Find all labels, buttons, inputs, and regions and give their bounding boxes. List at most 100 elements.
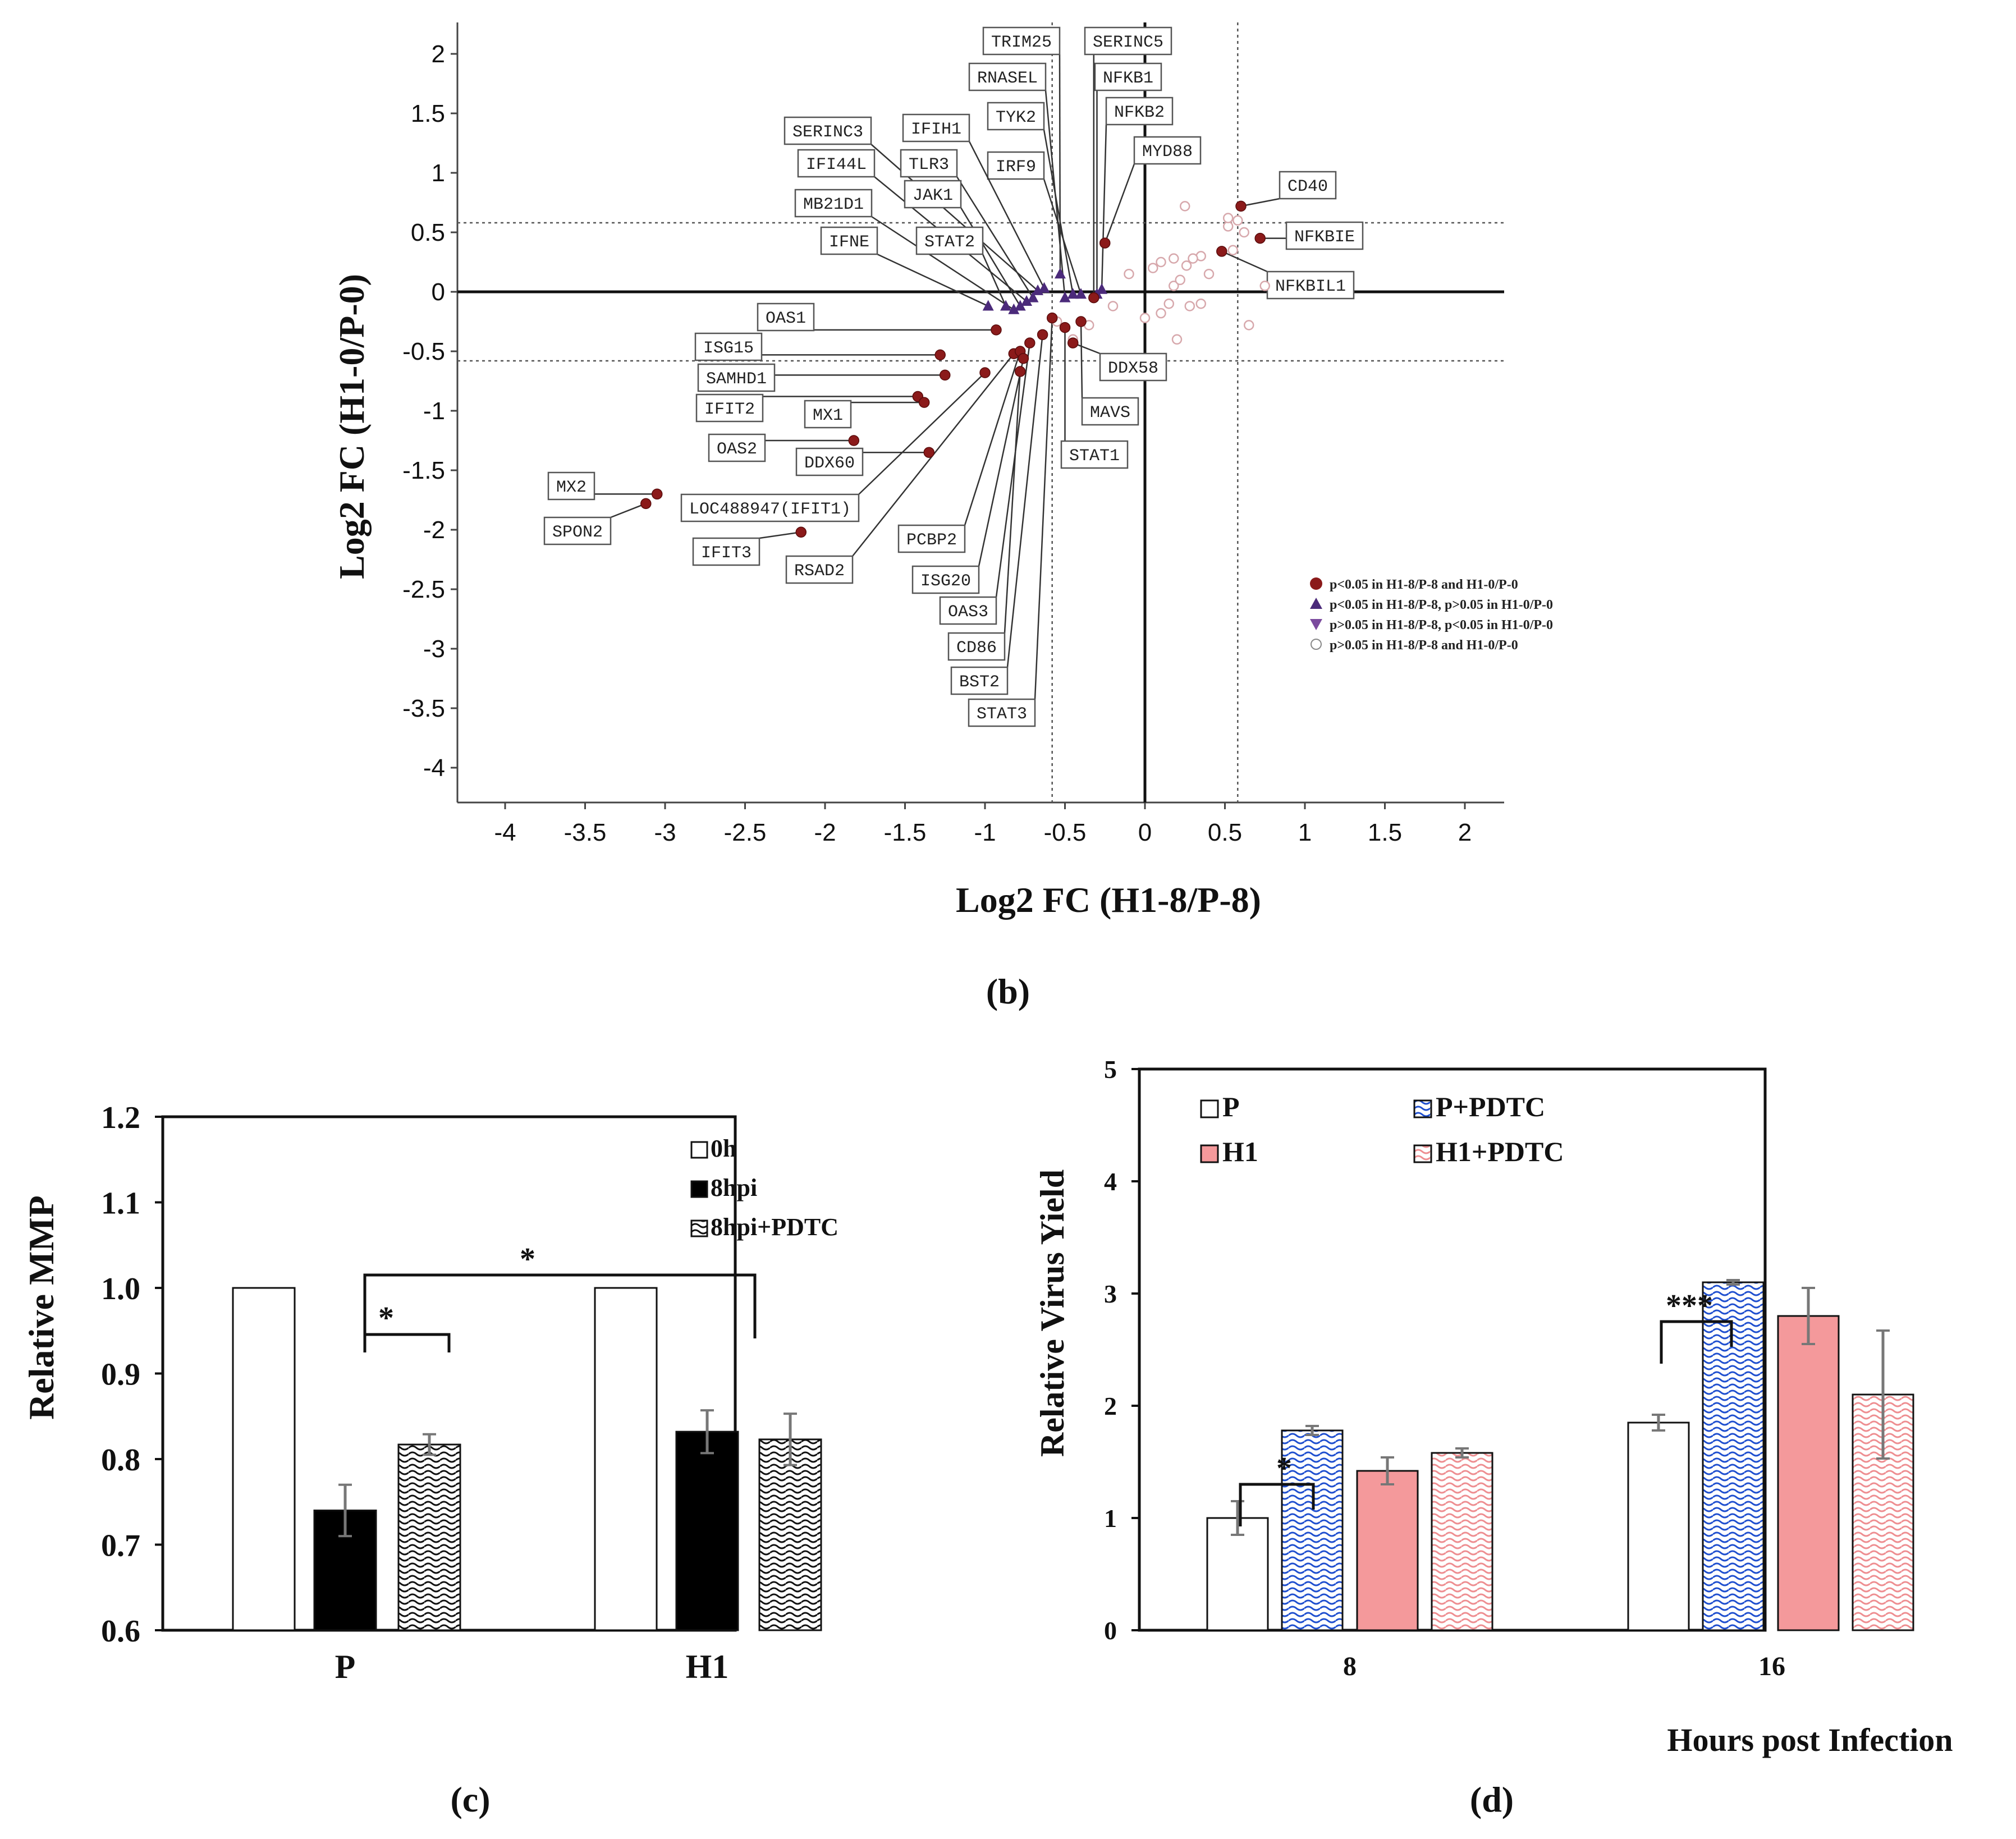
legend-label: p>0.05 in H1-8/P-8 and H1-0/P-0 — [1330, 638, 1518, 653]
gene-label: MB21D1 — [803, 195, 864, 214]
yield-legend-swatch — [1413, 1144, 1432, 1163]
yield-category-label: 8 — [1343, 1652, 1357, 1681]
background-point — [1163, 298, 1174, 309]
gene-point — [923, 447, 934, 458]
sig-bracket-p-8hpi — [363, 1333, 451, 1352]
yield-bar — [1777, 1315, 1840, 1631]
y-tick-label: 0 — [432, 278, 445, 306]
background-point — [1107, 301, 1119, 311]
background-point — [1203, 268, 1215, 279]
background-point — [1171, 334, 1183, 345]
background-point — [1259, 281, 1270, 291]
mmp-category-label: P — [335, 1648, 356, 1685]
gene-label-box — [794, 189, 873, 218]
y-tick-label: 2 — [432, 40, 445, 68]
mmp-legend-swatch — [690, 1141, 708, 1159]
gene-label-box — [950, 666, 1009, 695]
background-point — [1181, 260, 1192, 271]
volcano-scatter-panel: CD40 NFKBIE NFKBIL1 MYD88 NFKB2 NFKB1 SERINC5 T… — [332, 22, 1553, 1011]
yield-legend-swatch — [1200, 1144, 1219, 1163]
gene-label-box — [1099, 352, 1167, 382]
gene-label-box — [968, 62, 1047, 91]
x-tick-label: -3 — [654, 819, 676, 846]
y-tick-label: -2.5 — [402, 576, 445, 603]
label-leader-line — [995, 342, 1031, 598]
gene-label: ISG20 — [920, 572, 971, 591]
x-tick-label: -4 — [494, 819, 516, 846]
gene-label: OAS3 — [948, 603, 988, 622]
gene-point — [1014, 300, 1026, 311]
yield-legend-swatch — [1413, 1099, 1432, 1118]
gene-point — [1216, 246, 1227, 257]
mmp-legend-label: 8hpi — [711, 1174, 757, 1201]
legend-label: p<0.05 in H1-8/P-8 and H1-0/P-0 — [1330, 577, 1518, 592]
x-tick-label: -0.5 — [1044, 819, 1087, 846]
gene-label-box — [692, 537, 760, 566]
gene-label-box — [708, 433, 766, 462]
gene-point — [1018, 352, 1029, 364]
gene-label-box — [804, 400, 852, 429]
legend-marker — [1310, 598, 1322, 609]
x-tick-label: -2 — [814, 819, 836, 846]
label-leader-line — [1006, 334, 1043, 668]
yield-bar — [1431, 1452, 1493, 1631]
gene-point — [1096, 283, 1108, 294]
label-leader-line — [1240, 198, 1280, 207]
label-leader-line — [610, 503, 647, 519]
gene-label: TLR3 — [909, 155, 949, 175]
sig-bracket-8h — [1239, 1483, 1315, 1526]
label-leader-line — [877, 253, 989, 307]
gene-points — [640, 200, 1270, 538]
mmp-legend-swatch — [690, 1219, 708, 1237]
yield-legend-swatch — [1200, 1099, 1219, 1118]
gene-label: NFKB1 — [1103, 69, 1153, 88]
yield-y-tick-label: 0 — [1104, 1616, 1117, 1645]
mmp-y-tick-label: 0.6 — [101, 1614, 140, 1649]
y-tick-label: -2 — [423, 516, 445, 544]
caption-d: (d) — [1470, 1780, 1514, 1819]
yield-category-label: 16 — [1758, 1652, 1785, 1681]
y-tick-label: -1.5 — [402, 457, 445, 484]
gene-label-box — [1081, 397, 1139, 426]
gene-label-box — [820, 226, 878, 255]
yield-y-tick-label: 1 — [1104, 1504, 1117, 1533]
gene-point — [1054, 268, 1066, 279]
legend-label: p>0.05 in H1-8/P-8, p<0.05 in H1-0/P-0 — [1330, 618, 1553, 632]
background-point — [1169, 281, 1179, 291]
mmp-bar-panel: 1.2 1.1 1.0 0.9 0.8 0.7 0.6 P H1 * * 0h 8hpi 8hpi+PD… — [21, 1100, 839, 1819]
scatter-tick-labels: -4 -3.5 -3 -2.5 -2 -1.5 -1 -0.5 0 0.5 1 1.5 2 2 1.5 1 0.… — [402, 40, 1472, 846]
mmp-bar-chart: 1.2 1.1 1.0 0.9 0.8 0.7 0.6 P H1 * * — [101, 1100, 822, 1685]
x-tick-label: 1 — [1298, 819, 1312, 846]
caption-b: (b) — [986, 971, 1030, 1011]
label-leader-line — [759, 531, 801, 539]
yield-bar — [1356, 1470, 1419, 1631]
gene-label: CD40 — [1288, 177, 1328, 196]
gene-point — [1067, 288, 1079, 299]
background-point — [1184, 301, 1195, 311]
yield-bar — [1206, 1517, 1269, 1631]
gene-point — [1059, 291, 1071, 302]
virus-yield-x-label: Hours post Infection — [1667, 1722, 1953, 1758]
caption-c: (c) — [450, 1780, 490, 1819]
gene-label: STAT1 — [1069, 447, 1120, 466]
label-leader-line — [964, 351, 1021, 526]
gene-point — [1014, 366, 1026, 377]
x-tick-label: -1 — [974, 819, 996, 846]
label-leader-line — [1043, 178, 1082, 295]
gene-label-box — [785, 555, 854, 584]
gene-label-box — [784, 116, 872, 145]
yield-legend-label: H1+PDTC — [1436, 1136, 1564, 1167]
background-point — [1195, 298, 1206, 309]
label-leader-line — [968, 141, 1045, 289]
virus-yield-y-label: Relative Virus Yield — [1034, 1170, 1071, 1457]
gene-label: DDX60 — [804, 454, 855, 473]
gene-label-box — [904, 180, 962, 209]
gene-point — [1046, 312, 1058, 324]
gene-label: LOC488947(IFIT1) — [689, 500, 851, 519]
mmp-bar — [313, 1510, 377, 1631]
gene-point — [1235, 200, 1247, 212]
gene-label-box — [947, 632, 1006, 661]
mmp-y-tick-label: 0.8 — [101, 1443, 140, 1478]
background-point — [1169, 253, 1179, 264]
mmp-legend-swatch — [690, 1180, 708, 1198]
